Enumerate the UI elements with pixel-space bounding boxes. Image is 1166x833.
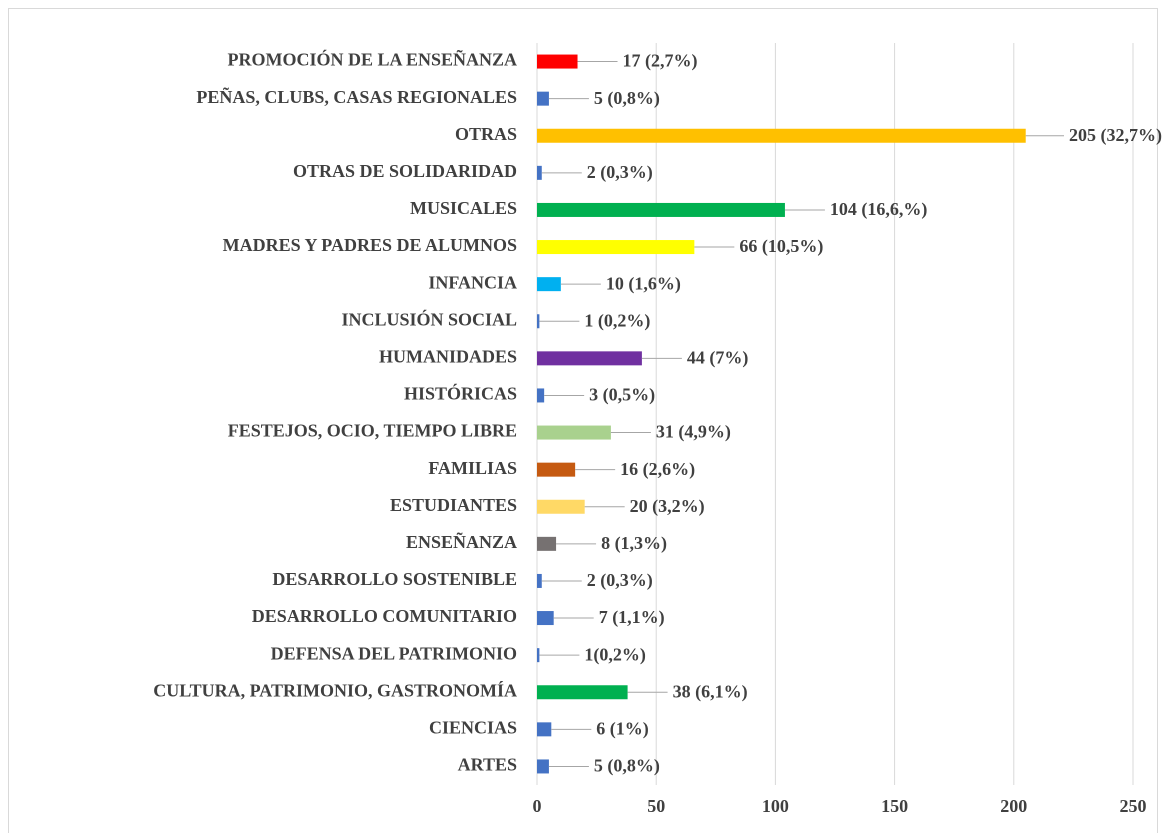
value-label: 205 (32,7%) — [1069, 125, 1162, 146]
bar — [537, 351, 642, 366]
category-label: FESTEJOS, OCIO, TIEMPO LIBRE — [228, 421, 517, 441]
value-label: 5 (0,8%) — [594, 756, 660, 777]
x-tick-label: 200 — [1000, 796, 1027, 816]
category-label: INFANCIA — [428, 272, 517, 292]
value-label: 3 (0,5%) — [589, 385, 655, 406]
value-label: 1(0,2%) — [584, 644, 646, 665]
category-label: ENSEÑANZA — [406, 531, 517, 552]
category-label: PEÑAS, CLUBS, CASAS REGIONALES — [196, 86, 517, 107]
bar — [537, 462, 576, 477]
value-label: 104 (16,6,%) — [830, 199, 928, 220]
value-label: 5 (0,8%) — [594, 88, 660, 109]
category-label: DESARROLLO COMUNITARIO — [252, 606, 517, 626]
bar — [537, 536, 557, 551]
value-label: 6 (1%) — [596, 718, 649, 739]
value-label: 17 (2,7%) — [623, 51, 698, 72]
category-label: CIENCIAS — [429, 717, 517, 737]
bar — [537, 91, 549, 106]
value-label: 7 (1,1%) — [599, 607, 665, 628]
category-label: PROMOCIÓN DE LA ENSEÑANZA — [227, 49, 517, 70]
bar — [537, 648, 540, 663]
bar — [537, 165, 542, 180]
category-label: HISTÓRICAS — [404, 383, 517, 404]
bar — [537, 240, 695, 255]
bar — [537, 202, 785, 217]
value-label: 2 (0,3%) — [587, 570, 653, 591]
bar — [537, 499, 585, 514]
bar — [537, 277, 561, 292]
bar — [537, 722, 552, 737]
bar — [537, 685, 628, 700]
category-label: DEFENSA DEL PATRIMONIO — [271, 643, 517, 663]
bar — [537, 388, 545, 403]
value-label: 8 (1,3%) — [601, 533, 667, 554]
category-label: DESARROLLO SOSTENIBLE — [272, 569, 517, 589]
bar — [537, 759, 549, 774]
value-label: 2 (0,3%) — [587, 162, 653, 183]
category-label: CULTURA, PATRIMONIO, GASTRONOMÍA — [153, 679, 517, 700]
x-tick-label: 250 — [1120, 796, 1147, 816]
category-label: OTRAS — [455, 124, 517, 144]
value-label: 10 (1,6%) — [606, 273, 681, 294]
value-label: 31 (4,9%) — [656, 422, 731, 443]
category-label: OTRAS DE SOLIDARIDAD — [293, 161, 517, 181]
bar — [537, 611, 554, 626]
bar — [537, 573, 542, 588]
category-label: MADRES Y PADRES DE ALUMNOS — [223, 235, 517, 255]
value-label: 66 (10,5%) — [739, 236, 823, 257]
value-label: 44 (7%) — [687, 347, 749, 368]
category-label: MUSICALES — [410, 198, 517, 218]
category-label: FAMILIAS — [428, 458, 517, 478]
x-tick-label: 100 — [762, 796, 789, 816]
value-label: 38 (6,1%) — [673, 681, 748, 702]
x-tick-label: 150 — [881, 796, 908, 816]
category-label: ARTES — [458, 755, 517, 775]
category-label: HUMANIDADES — [379, 346, 517, 366]
x-tick-label: 0 — [533, 796, 542, 816]
value-label: 16 (2,6%) — [620, 459, 695, 480]
category-label: ESTUDIANTES — [390, 495, 517, 515]
bar — [537, 314, 540, 329]
bar — [537, 128, 1026, 143]
category-label: INCLUSIÓN SOCIAL — [341, 308, 517, 329]
value-label: 1 (0,2%) — [584, 310, 650, 331]
value-label: 20 (3,2%) — [630, 496, 705, 517]
x-tick-label: 50 — [647, 796, 665, 816]
bar — [537, 54, 578, 69]
bar — [537, 425, 611, 440]
